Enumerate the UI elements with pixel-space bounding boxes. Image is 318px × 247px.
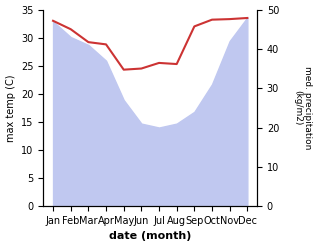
Y-axis label: max temp (C): max temp (C)	[5, 74, 16, 142]
X-axis label: date (month): date (month)	[109, 231, 191, 242]
Y-axis label: med. precipitation
(kg/m2): med. precipitation (kg/m2)	[293, 66, 313, 149]
